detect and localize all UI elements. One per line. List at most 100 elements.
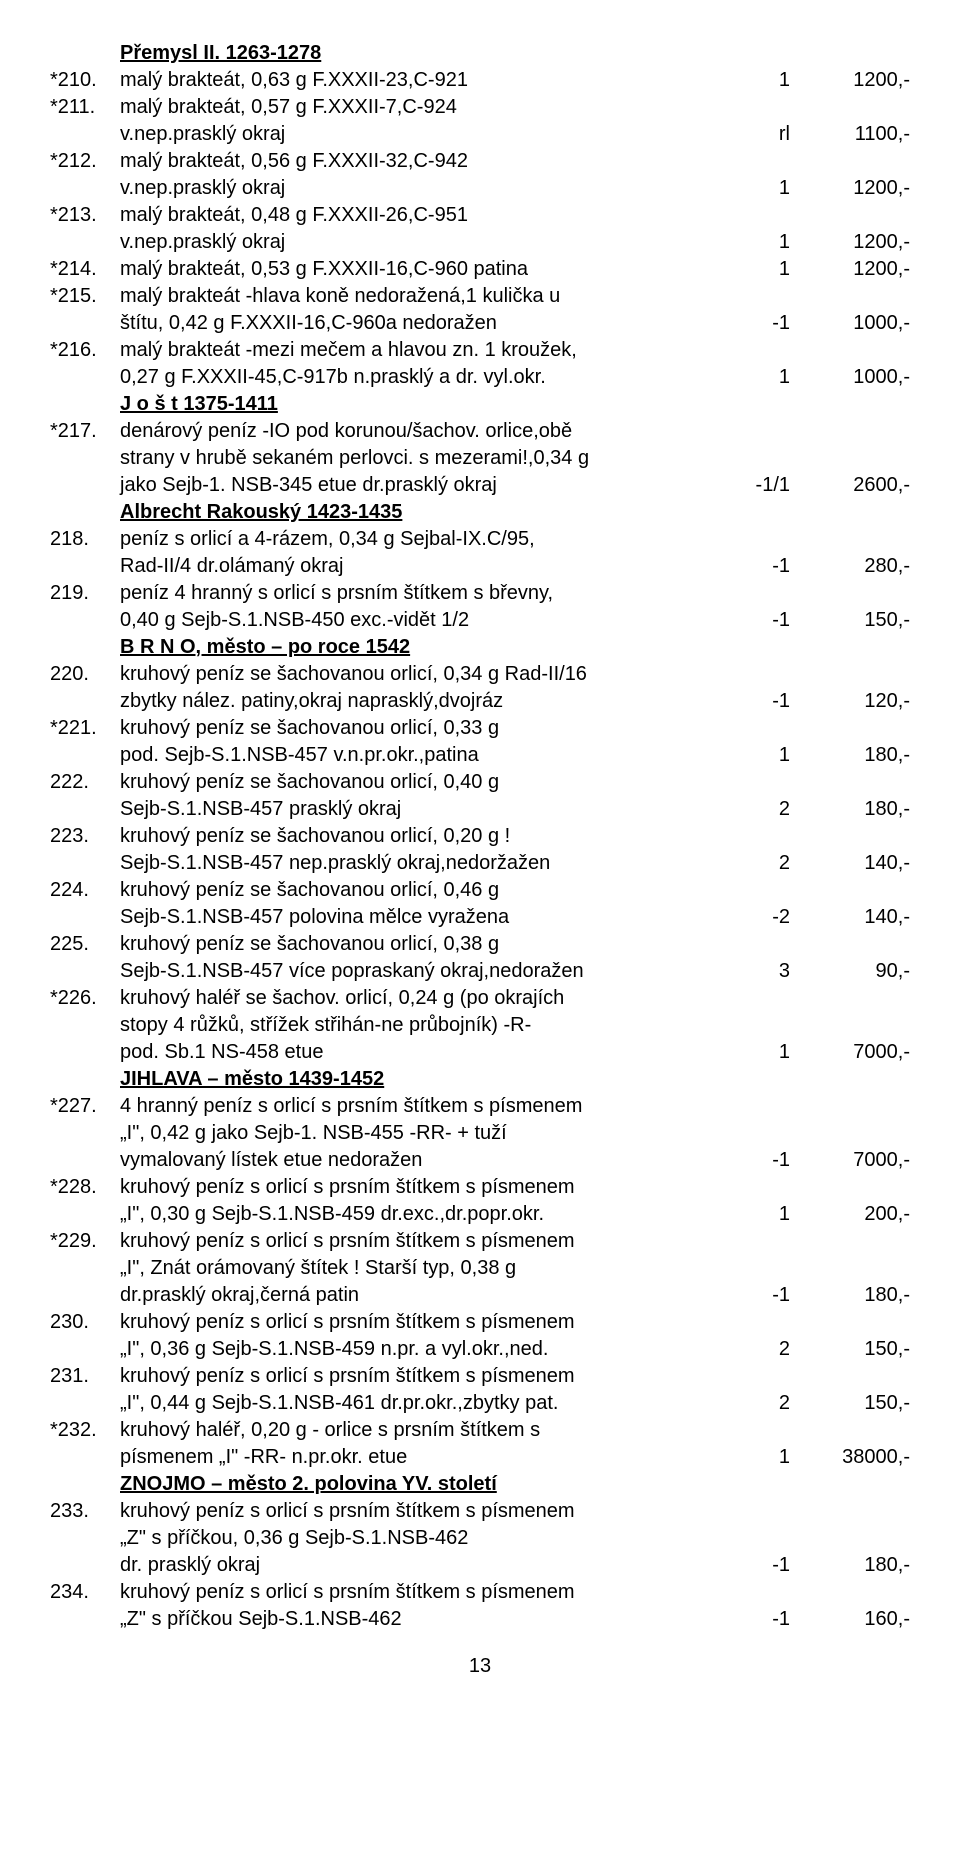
- section-heading: Přemysl II. 1263-1278: [50, 40, 910, 67]
- lot-description: „I", 0,42 g jako Sejb-1. NSB-455 -RR- + …: [120, 1120, 710, 1147]
- lot-number: 220.: [50, 661, 120, 688]
- lot-qty: 3: [710, 958, 790, 985]
- catalog-row: *229.kruhový peníz s orlicí s prsním ští…: [50, 1228, 910, 1255]
- lot-number: *227.: [50, 1093, 120, 1120]
- catalog-row: „I", Znát orámovaný štítek ! Starší typ,…: [50, 1255, 910, 1282]
- lot-description: peníz 4 hranný s orlicí s prsním štítkem…: [120, 580, 710, 607]
- lot-number: *214.: [50, 256, 120, 283]
- lot-description: kruhový peníz se šachovanou orlicí, 0,46…: [120, 877, 710, 904]
- lot-qty: 1: [710, 1201, 790, 1228]
- lot-description: pod. Sb.1 NS-458 etue: [120, 1039, 710, 1066]
- catalog-row: *227.4 hranný peníz s orlicí s prsním št…: [50, 1093, 910, 1120]
- lot-price: 160,-: [790, 1606, 910, 1633]
- lot-description: zbytky nález. patiny,okraj naprasklý,dvo…: [120, 688, 710, 715]
- lot-number: *226.: [50, 985, 120, 1012]
- lot-description: Sejb-S.1.NSB-457 polovina mělce vyražena: [120, 904, 710, 931]
- lot-description: pod. Sejb-S.1.NSB-457 v.n.pr.okr.,patina: [120, 742, 710, 769]
- lot-description: dr.prasklý okraj,černá patin: [120, 1282, 710, 1309]
- lot-qty: 1: [710, 742, 790, 769]
- lot-number: *221.: [50, 715, 120, 742]
- catalog-row: *226.kruhový haléř se šachov. orlicí, 0,…: [50, 985, 910, 1012]
- lot-number: 218.: [50, 526, 120, 553]
- catalog-row: *212.malý brakteát, 0,56 g F.XXXII-32,C-…: [50, 148, 910, 175]
- lot-description: kruhový haléř, 0,20 g - orlice s prsním …: [120, 1417, 710, 1444]
- lot-qty: 1: [710, 67, 790, 94]
- catalog-row: zbytky nález. patiny,okraj naprasklý,dvo…: [50, 688, 910, 715]
- lot-description: jako Sejb-1. NSB-345 etue dr.prasklý okr…: [120, 472, 710, 499]
- lot-description: malý brakteát, 0,63 g F.XXXII-23,C-921: [120, 67, 710, 94]
- lot-description: peníz s orlicí a 4-rázem, 0,34 g Sejbal-…: [120, 526, 710, 553]
- catalog-row: *214.malý brakteát, 0,53 g F.XXXII-16,C-…: [50, 256, 910, 283]
- catalog-row: 0,27 g F.XXXII-45,C-917b n.prasklý a dr.…: [50, 364, 910, 391]
- lot-description: kruhový peníz se šachovanou orlicí, 0,20…: [120, 823, 710, 850]
- lot-description: 0,40 g Sejb-S.1.NSB-450 exc.-vidět 1/2: [120, 607, 710, 634]
- lot-number: *210.: [50, 67, 120, 94]
- lot-description: Sejb-S.1.NSB-457 nep.prasklý okraj,nedor…: [120, 850, 710, 877]
- catalog-row: *221.kruhový peníz se šachovanou orlicí,…: [50, 715, 910, 742]
- lot-description: písmenem „I" -RR- n.pr.okr. etue: [120, 1444, 710, 1471]
- catalog-row: Sejb-S.1.NSB-457 polovina mělce vyražena…: [50, 904, 910, 931]
- catalog-row: pod. Sejb-S.1.NSB-457 v.n.pr.okr.,patina…: [50, 742, 910, 769]
- catalog-row: *210.malý brakteát, 0,63 g F.XXXII-23,C-…: [50, 67, 910, 94]
- lot-description: kruhový peníz s orlicí s prsním štítkem …: [120, 1309, 710, 1336]
- lot-price: 2600,-: [790, 472, 910, 499]
- lot-price: 1200,-: [790, 256, 910, 283]
- lot-price: 180,-: [790, 1552, 910, 1579]
- lot-price: 150,-: [790, 1390, 910, 1417]
- lot-description: malý brakteát -hlava koně nedoražená,1 k…: [120, 283, 710, 310]
- catalog-row: v.nep.prasklý okrajrl1100,-: [50, 121, 910, 148]
- catalog-row: 220.kruhový peníz se šachovanou orlicí, …: [50, 661, 910, 688]
- section-heading: JIHLAVA – město 1439-1452: [50, 1066, 910, 1093]
- lot-description: stopy 4 růžků, střížek střihán-ne průboj…: [120, 1012, 710, 1039]
- lot-price: 140,-: [790, 904, 910, 931]
- lot-description: denárový peníz -IO pod korunou/šachov. o…: [120, 418, 710, 445]
- catalog-row: „I", 0,30 g Sejb-S.1.NSB-459 dr.exc.,dr.…: [50, 1201, 910, 1228]
- lot-qty: 2: [710, 850, 790, 877]
- lot-description: malý brakteát, 0,57 g F.XXXII-7,C-924: [120, 94, 710, 121]
- lot-number: 230.: [50, 1309, 120, 1336]
- catalog-row: *211.malý brakteát, 0,57 g F.XXXII-7,C-9…: [50, 94, 910, 121]
- lot-number: 223.: [50, 823, 120, 850]
- lot-number: 224.: [50, 877, 120, 904]
- catalog-row: Sejb-S.1.NSB-457 prasklý okraj2180,-: [50, 796, 910, 823]
- lot-price: 120,-: [790, 688, 910, 715]
- lot-price: 7000,-: [790, 1039, 910, 1066]
- lot-price: 180,-: [790, 1282, 910, 1309]
- catalog-row: *215.malý brakteát -hlava koně nedoražen…: [50, 283, 910, 310]
- lot-price: 180,-: [790, 796, 910, 823]
- lot-description: „I", 0,30 g Sejb-S.1.NSB-459 dr.exc.,dr.…: [120, 1201, 710, 1228]
- lot-price: 150,-: [790, 607, 910, 634]
- lot-description: kruhový haléř se šachov. orlicí, 0,24 g …: [120, 985, 710, 1012]
- lot-price: 140,-: [790, 850, 910, 877]
- lot-number: *217.: [50, 418, 120, 445]
- lot-description: „I", Znát orámovaný štítek ! Starší typ,…: [120, 1255, 710, 1282]
- page-number: 13: [50, 1653, 910, 1680]
- catalog-row: Rad-II/4 dr.olámaný okraj-1280,-: [50, 553, 910, 580]
- catalog-listing: Přemysl II. 1263-1278*210.malý brakteát,…: [50, 40, 910, 1633]
- lot-price: 1200,-: [790, 175, 910, 202]
- lot-description: „Z" s příčkou, 0,36 g Sejb-S.1.NSB-462: [120, 1525, 710, 1552]
- lot-number: *211.: [50, 94, 120, 121]
- lot-description: malý brakteát -mezi mečem a hlavou zn. 1…: [120, 337, 710, 364]
- lot-description: kruhový peníz s orlicí s prsním štítkem …: [120, 1228, 710, 1255]
- lot-number: 222.: [50, 769, 120, 796]
- lot-description: Sejb-S.1.NSB-457 prasklý okraj: [120, 796, 710, 823]
- lot-qty: 2: [710, 1336, 790, 1363]
- catalog-row: dr.prasklý okraj,černá patin-1180,-: [50, 1282, 910, 1309]
- lot-price: 200,-: [790, 1201, 910, 1228]
- lot-number: *213.: [50, 202, 120, 229]
- catalog-row: pod. Sb.1 NS-458 etue17000,-: [50, 1039, 910, 1066]
- lot-description: v.nep.prasklý okraj: [120, 121, 710, 148]
- catalog-row: Sejb-S.1.NSB-457 více popraskaný okraj,n…: [50, 958, 910, 985]
- lot-description: v.nep.prasklý okraj: [120, 229, 710, 256]
- catalog-row: 225.kruhový peníz se šachovanou orlicí, …: [50, 931, 910, 958]
- catalog-row: *228.kruhový peníz s orlicí s prsním ští…: [50, 1174, 910, 1201]
- lot-description: kruhový peníz s orlicí s prsním štítkem …: [120, 1498, 710, 1525]
- catalog-row: 0,40 g Sejb-S.1.NSB-450 exc.-vidět 1/2-1…: [50, 607, 910, 634]
- lot-description: „I", 0,36 g Sejb-S.1.NSB-459 n.pr. a vyl…: [120, 1336, 710, 1363]
- catalog-row: „I", 0,36 g Sejb-S.1.NSB-459 n.pr. a vyl…: [50, 1336, 910, 1363]
- lot-qty: -2: [710, 904, 790, 931]
- catalog-row: 230.kruhový peníz s orlicí s prsním štít…: [50, 1309, 910, 1336]
- catalog-row: *232.kruhový haléř, 0,20 g - orlice s pr…: [50, 1417, 910, 1444]
- lot-description: 0,27 g F.XXXII-45,C-917b n.prasklý a dr.…: [120, 364, 710, 391]
